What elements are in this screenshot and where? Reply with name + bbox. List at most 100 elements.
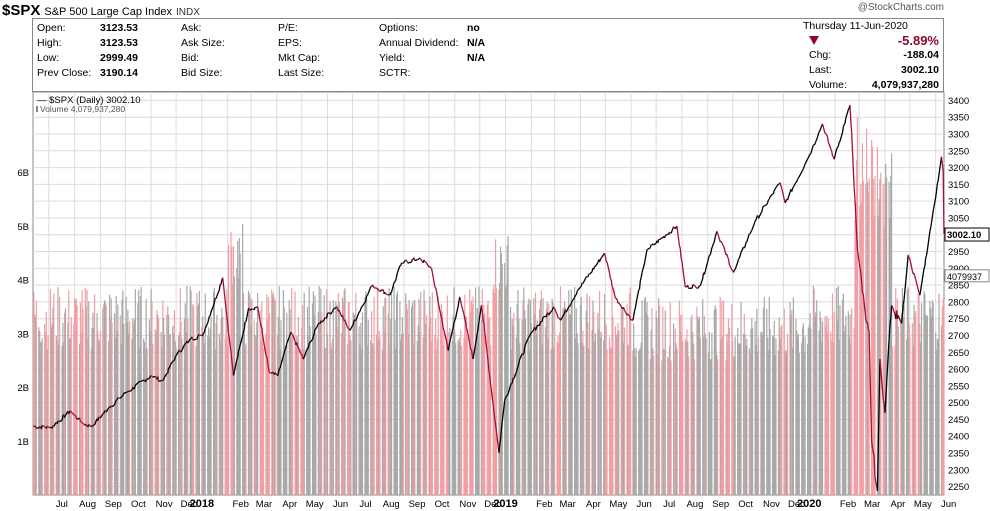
volume-bar: [768, 296, 770, 495]
price-segment: [872, 452, 875, 457]
price-segment: [697, 286, 700, 289]
quote-value: no: [467, 22, 480, 34]
volume-bar: [913, 304, 915, 495]
price-segment: [818, 130, 821, 132]
volume-bar: [40, 342, 42, 495]
price-segment: [524, 338, 529, 345]
volume-bar: [365, 291, 367, 495]
volume-bar: [586, 293, 588, 495]
volume-bar: [755, 344, 757, 495]
price-segment: [315, 323, 319, 330]
volume-bar: [472, 296, 474, 495]
price-segment: [914, 276, 917, 280]
price-segment: [559, 315, 564, 321]
volume-bar: [212, 291, 215, 495]
x-tick-label: Jul: [663, 499, 675, 510]
quote-value: N/A: [467, 52, 486, 64]
price-segment: [312, 333, 315, 337]
price-segment: [477, 321, 480, 329]
price-segment: [528, 335, 531, 338]
volume-bar: [668, 346, 671, 495]
price-segment: [158, 380, 162, 382]
volume-bar: [889, 218, 891, 495]
volume-bar: [748, 348, 750, 495]
price-segment: [890, 305, 893, 319]
volume-bar: [813, 289, 815, 495]
price-segment: [720, 240, 723, 244]
volume-bar: [67, 322, 69, 495]
price-segment: [146, 377, 150, 380]
price-segment: [870, 440, 874, 449]
volume-bar: [861, 201, 863, 495]
volume-bar: [878, 199, 880, 495]
price-segment: [242, 331, 245, 336]
volume-bar: [827, 318, 829, 495]
price-segment: [437, 301, 442, 315]
price-segment: [621, 307, 624, 310]
volume-bar: [557, 335, 559, 495]
price-segment: [714, 233, 717, 238]
price-tick-label: 3200: [948, 163, 969, 174]
volume-bar: [495, 287, 498, 495]
volume-bar: [191, 342, 193, 495]
volume-bar: [407, 334, 409, 495]
symbol-title: $SPX S&P 500 Large Cap Index INDX: [2, 2, 200, 19]
price-segment: [628, 315, 631, 320]
price-segment: [659, 237, 663, 241]
volume-bar: [717, 359, 719, 495]
volume-bar: [423, 289, 425, 495]
volume-bar: [103, 300, 106, 495]
price-segment: [535, 325, 538, 329]
quote-label: Ask:: [181, 22, 202, 34]
volume-bar: [734, 336, 736, 495]
price-segment: [225, 309, 228, 316]
volume-bar: [740, 302, 742, 495]
volume-bar: [646, 301, 648, 495]
price-segment: [633, 310, 636, 317]
price-segment: [390, 291, 393, 294]
price-segment: [915, 279, 919, 290]
volume-bar: [716, 354, 718, 495]
price-segment: [603, 253, 607, 257]
volume-bar: [859, 205, 861, 495]
price-segment: [808, 153, 811, 156]
price-segment: [513, 371, 517, 379]
volume-bar: [705, 338, 707, 495]
price-segment: [475, 333, 478, 339]
price-segment: [726, 253, 729, 258]
volume-bar: [629, 287, 631, 495]
price-segment: [277, 368, 280, 374]
price-segment: [935, 183, 938, 192]
quote-col-1: Open: 3123.53 High: 3123.53 Low: 2999.49 Prev …: [37, 21, 177, 81]
volume-bar: [181, 338, 183, 495]
volume-bar: [34, 316, 37, 495]
volume-bar: [58, 344, 60, 495]
volume-bar: [478, 286, 480, 495]
price-segment: [384, 291, 387, 295]
volume-bar: [925, 316, 928, 495]
volume-bar: [434, 334, 436, 495]
price-tick-label: 3050: [948, 213, 969, 224]
volume-bar: [917, 293, 919, 495]
volume-bar: [603, 294, 606, 495]
volume-bar: [839, 305, 841, 495]
volume-bar: [476, 308, 478, 495]
volume-bar: [867, 192, 869, 495]
price-segment: [400, 263, 403, 266]
volume-bar: [684, 338, 686, 495]
volume-bar: [400, 340, 402, 495]
quote-row: Bid:: [181, 51, 281, 66]
volume-bar: [697, 316, 699, 495]
price-segment: [853, 187, 856, 200]
price-segment: [75, 417, 78, 420]
volume-bar: [358, 326, 360, 495]
price-segment: [489, 384, 494, 404]
volume-bar: [244, 345, 246, 495]
price-segment: [750, 229, 753, 232]
volume-bar: [563, 310, 565, 495]
price-segment: [344, 319, 349, 328]
volume-bar: [213, 287, 215, 495]
price-segment: [813, 143, 816, 146]
volume-bar: [119, 315, 121, 495]
volume-bar: [180, 321, 182, 495]
